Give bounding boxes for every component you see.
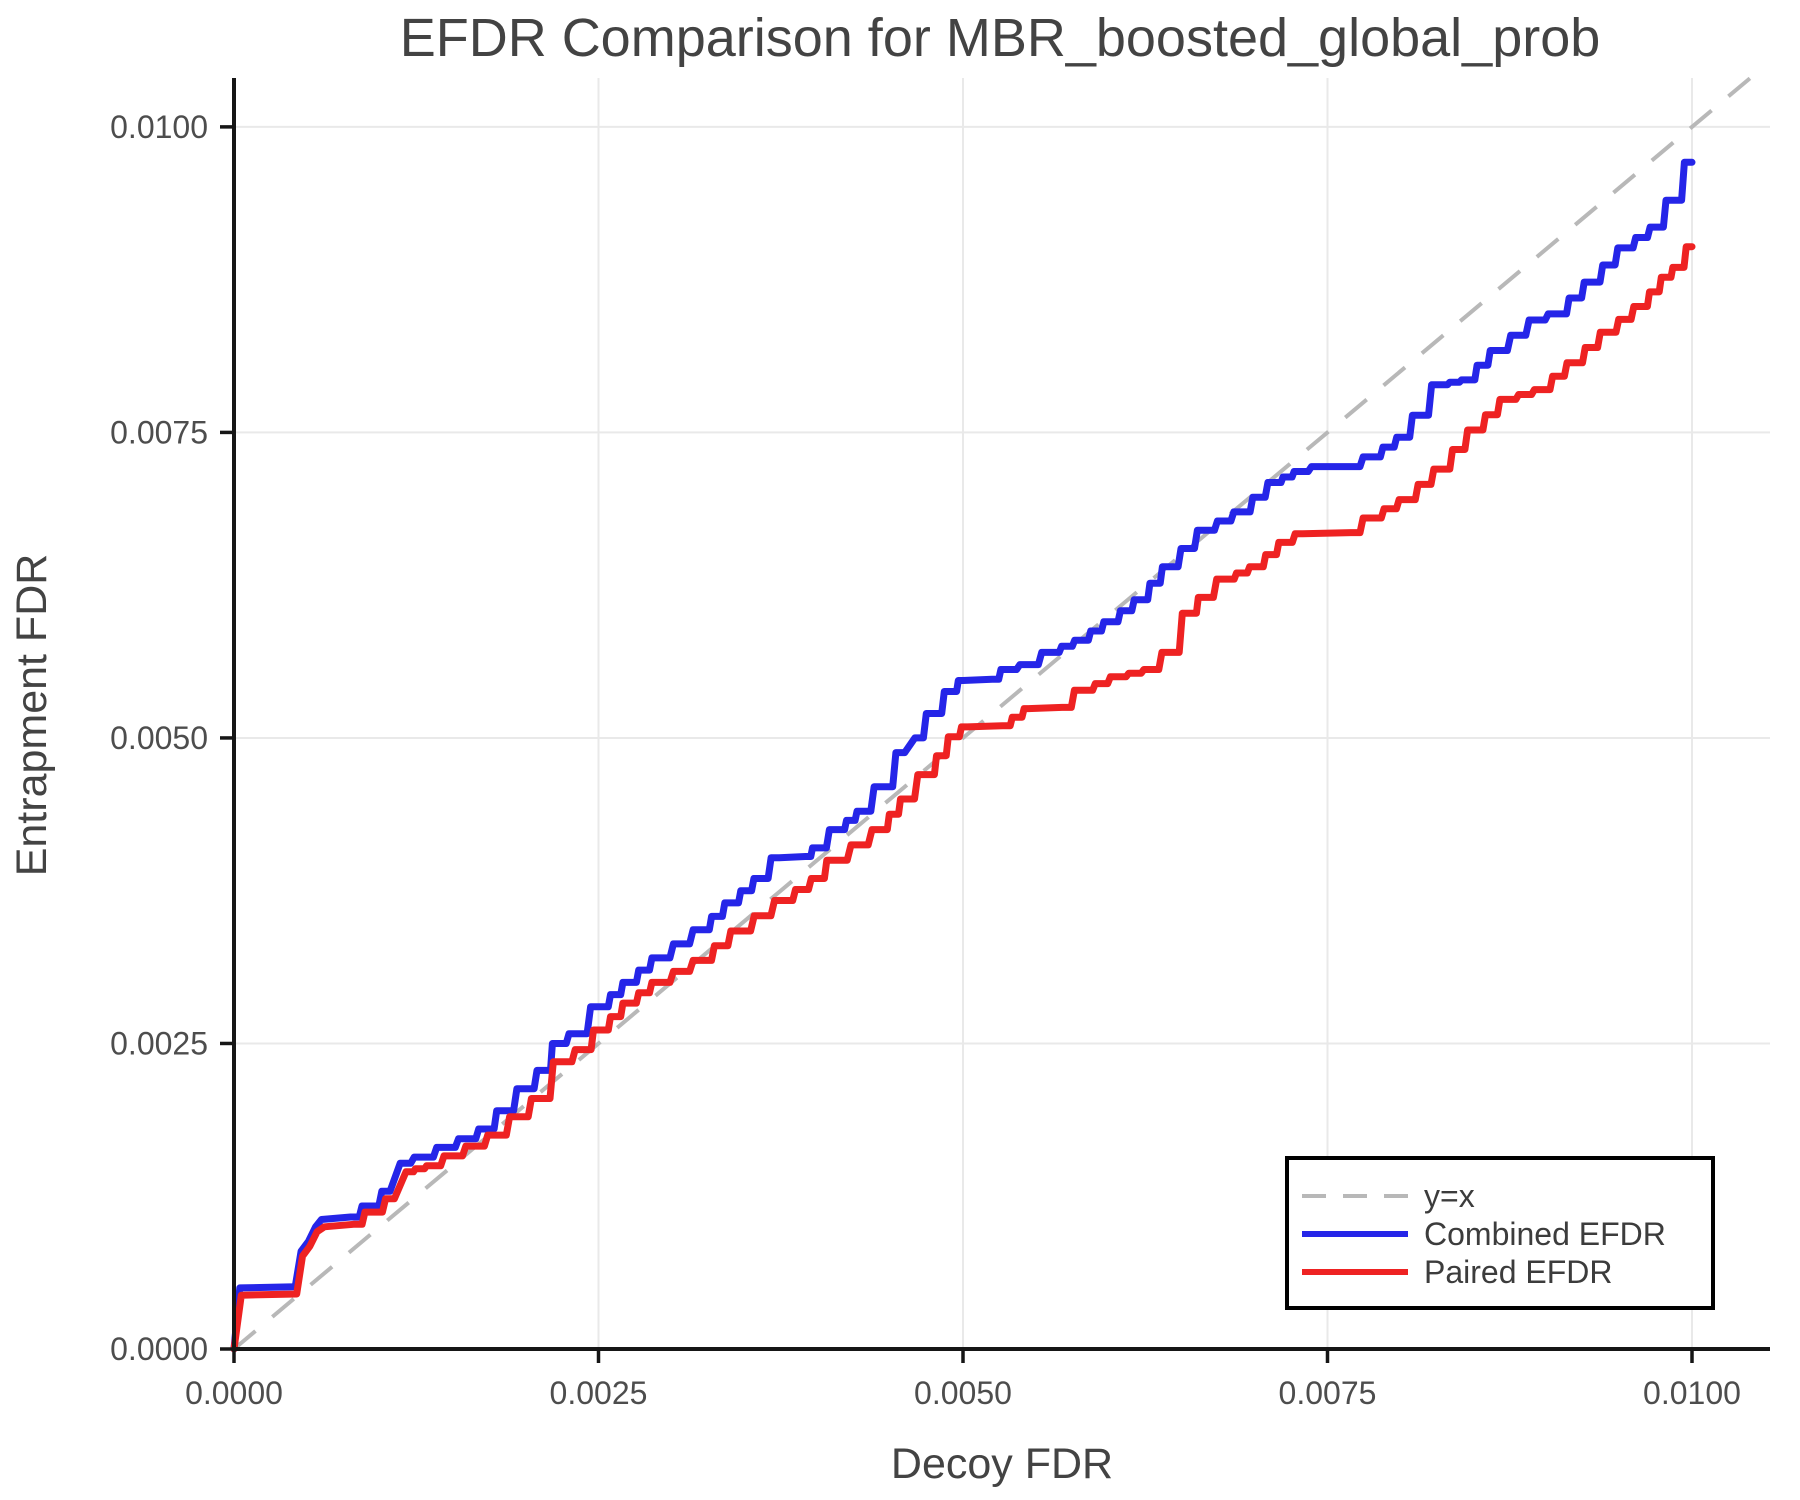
y-axis-label: Entrapment FDR <box>8 554 56 877</box>
y-tick-label: 0.0100 <box>110 109 208 145</box>
axes <box>220 78 1770 1363</box>
x-axis-label: Decoy FDR <box>891 1440 1113 1488</box>
paired-efdr-line <box>230 243 1696 1353</box>
tick-labels: 0.0000 0.0025 0.0050 0.0075 0.0100 0.0000 0.00… <box>110 109 1741 1411</box>
y-tick-label: 0.0050 <box>110 720 208 756</box>
efdr-curves <box>230 158 1696 1353</box>
combined-efdr-line <box>230 158 1696 1353</box>
x-tick-label: 0.0050 <box>914 1375 1012 1411</box>
y-tick-label: 0.0000 <box>110 1331 208 1367</box>
x-tick-label: 0.0000 <box>185 1375 283 1411</box>
y-tick-label: 0.0025 <box>110 1025 208 1061</box>
legend-label-paired: Paired EFDR <box>1424 1254 1613 1290</box>
chart-title: EFDR Comparison for MBR_boosted_global_p… <box>400 8 1601 68</box>
gridlines <box>234 78 1770 1349</box>
x-tick-label: 0.0100 <box>1643 1375 1741 1411</box>
y-tick-label: 0.0075 <box>110 414 208 450</box>
legend: y=x Combined EFDR Paired EFDR <box>1285 1156 1715 1310</box>
legend-label-combined: Combined EFDR <box>1424 1216 1666 1252</box>
x-tick-label: 0.0025 <box>550 1375 648 1411</box>
x-tick-label: 0.0075 <box>1279 1375 1377 1411</box>
legend-label-identity: y=x <box>1424 1178 1475 1214</box>
